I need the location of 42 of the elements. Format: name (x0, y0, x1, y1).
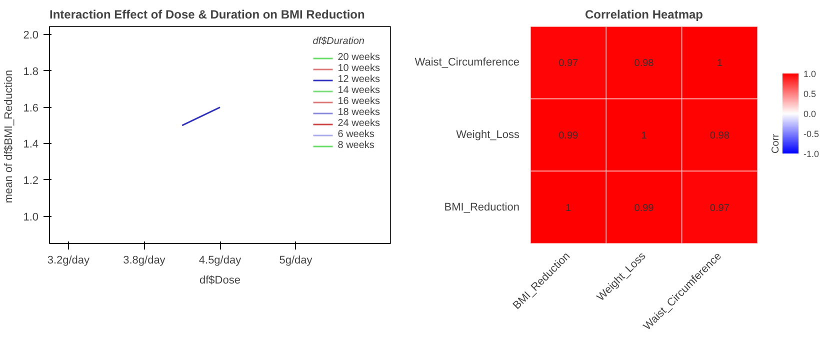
y-tick-label: 1.6 (23, 102, 39, 114)
legend-label: 8 weeks (338, 140, 374, 151)
y-tick-label: 2.0 (23, 30, 39, 42)
color-bar-label: 1.0 (804, 69, 816, 79)
data-label: 0.99 (634, 202, 654, 214)
legend-label: 6 weeks (338, 129, 374, 140)
y-tick-label: 1.8 (23, 66, 39, 78)
data-label: 1 (566, 202, 572, 214)
color-bar-label: -0.5 (804, 129, 820, 139)
data-label: 0.98 (634, 58, 654, 70)
legend-label: 12 weeks (338, 74, 380, 85)
x-tick-label: 3.8g/day (123, 254, 166, 266)
y-axis-title: mean of df$BMI_Reduction (3, 70, 16, 204)
color-bar-title: Corr (770, 133, 782, 154)
data-label: 1 (716, 58, 723, 70)
data-label: 0.97 (558, 58, 579, 70)
color-bar-label: 0.5 (804, 89, 816, 99)
legend-label: 18 weeks (338, 107, 380, 118)
data-label: 0.99 (558, 130, 579, 142)
x-tick-label: 4.5g/day (198, 254, 242, 266)
legend-title: df$Duration (312, 36, 366, 47)
y-tick-label: 1.2 (23, 174, 39, 187)
y-tick-label: BMI_Reduction (444, 201, 520, 214)
y-tick-label: 1.0 (23, 211, 39, 224)
data-label: 0.98 (710, 130, 730, 142)
x-axis-title: df$Dose (200, 274, 240, 286)
legend-label: 14 weeks (338, 85, 380, 96)
chart-title: Interaction Effect of Dose & Duration on BMI Reduction (50, 8, 365, 22)
color-bar-label: -1.0 (804, 149, 820, 159)
x-tick-label: 3.2g/day (47, 254, 90, 266)
chart-title: Correlation Heatmap (584, 8, 704, 22)
legend-label: 20 weeks (338, 52, 380, 63)
x-tick-label: 5g/day (279, 254, 313, 266)
legend-label: 16 weeks (338, 96, 380, 107)
data-label: 1 (641, 130, 648, 142)
legend-label: 24 weeks (338, 118, 380, 129)
data-label: 0.97 (710, 202, 730, 214)
y-tick-label: 1.4 (23, 138, 39, 151)
y-tick-label: Waist_Circumference (414, 56, 520, 69)
y-tick-label: Weight_Loss (456, 129, 520, 141)
color-bar-label: 0.0 (804, 109, 816, 119)
legend-label: 10 weeks (338, 63, 380, 74)
